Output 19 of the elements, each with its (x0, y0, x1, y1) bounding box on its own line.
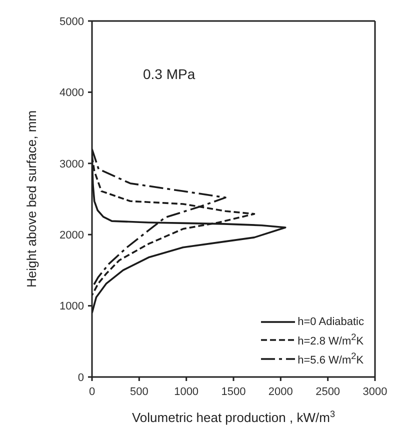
x-tick-label: 2500 (316, 386, 340, 398)
y-tick-label: 4000 (60, 87, 84, 100)
y-tick-label: 2000 (60, 230, 84, 242)
x-tick-label: 1500 (221, 386, 246, 398)
y-axis-title: Height above bed surface, mm (24, 110, 39, 288)
x-tick-label: 500 (130, 386, 148, 398)
y-tick-label: 0 (78, 372, 84, 384)
y-tick-label: 3000 (60, 158, 84, 170)
annotation: 0.3 MPa (143, 66, 196, 82)
legend-label: h=2.8 W/m$^{2}$K (298, 332, 364, 348)
y-tick-label: 1000 (60, 300, 84, 313)
x-tick-label: 3000 (362, 386, 388, 398)
x-tick-label: 1000 (174, 386, 199, 398)
x-axis-title: Volumetric heat production , kW/m$^{3}$ (132, 409, 336, 425)
x-tick-label: 0 (88, 386, 96, 398)
y-tick-label: 5000 (60, 16, 84, 28)
legend-label: h=5.6 W/m$^{2}$K (298, 351, 364, 367)
legend-label: h=0 Adiabatic (298, 316, 364, 328)
x-tick-label: 2000 (268, 386, 293, 398)
